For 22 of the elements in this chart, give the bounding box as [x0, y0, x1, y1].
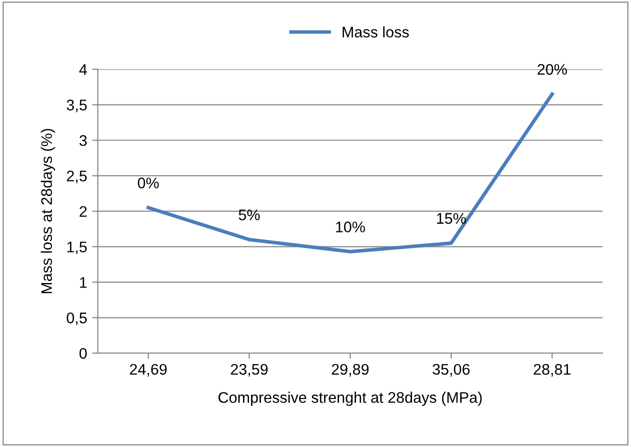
x-tick-label: 35,06 — [432, 364, 470, 377]
x-tick-label: 29,89 — [332, 364, 369, 377]
x-tick-label: 24,69 — [130, 364, 167, 377]
y-tick-label: 0,5 — [66, 312, 87, 326]
x-tick-label: 23,59 — [230, 364, 268, 377]
y-tick-label: 3,5 — [66, 100, 87, 112]
y-tick-label: 0 — [79, 348, 87, 359]
annotation: 0% — [138, 178, 159, 188]
x-axis-title: Compressive strenght at 28days (MPa) — [218, 392, 482, 406]
y-axis-title: Mass loss at 28days (%) — [40, 128, 56, 294]
legend-label: Mass loss — [342, 26, 409, 38]
y-tick-label: 3 — [79, 135, 87, 146]
annotation: 20% — [538, 64, 567, 75]
y-tick-label: 1 — [80, 277, 87, 288]
y-tick-label: 2 — [80, 206, 87, 217]
y-tick-label: 1,5 — [67, 242, 87, 254]
annotation: 5% — [238, 210, 260, 220]
y-tick-label: 2,5 — [66, 170, 87, 184]
annotation: 10% — [336, 222, 365, 232]
annotation: 15% — [437, 213, 466, 224]
y-tick-label: 4 — [79, 64, 87, 75]
x-tick-label: 28,81 — [534, 364, 570, 377]
